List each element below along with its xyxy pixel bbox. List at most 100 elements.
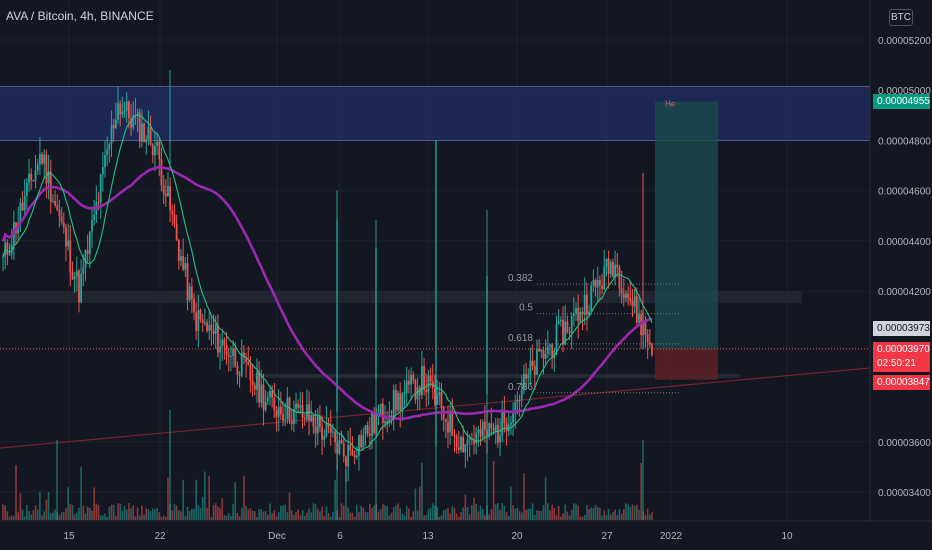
candle-body [314, 426, 317, 434]
volume-bar [99, 515, 102, 520]
volume-bar [557, 506, 560, 520]
volume-bar [62, 511, 65, 520]
candle-body [342, 443, 345, 457]
volume-bar [160, 516, 163, 520]
candle-body [225, 345, 228, 356]
volume-bar [438, 516, 441, 520]
candle-body [138, 112, 141, 142]
volume-bar [273, 510, 276, 520]
volume-bar [238, 516, 241, 520]
candle-body [651, 344, 653, 356]
volume-bar [282, 505, 284, 520]
candle-body [449, 410, 452, 433]
volume-bar [627, 504, 629, 520]
candle-body [473, 440, 475, 444]
time-tick-label: 22 [154, 531, 166, 542]
candle-body [106, 149, 109, 155]
volume-bar [251, 510, 254, 520]
volume-bar [462, 507, 464, 520]
candle-body [544, 353, 547, 359]
volume-bar [112, 504, 115, 520]
volume-bar [607, 508, 610, 520]
candle-body [620, 288, 623, 294]
last-price-badge: 0.00003973 [873, 321, 930, 336]
volume-bar [644, 515, 647, 520]
candle-body [373, 412, 376, 434]
volume-bar [531, 503, 534, 520]
time-tick-label: 10 [781, 531, 793, 542]
volume-bar [232, 503, 234, 520]
volume-bar [193, 508, 195, 520]
candle-body [234, 348, 237, 366]
volume-bar [30, 514, 33, 520]
volume-bar [119, 503, 122, 520]
volume-bar [258, 508, 260, 520]
candle-body [256, 372, 258, 390]
volume-bar [36, 509, 39, 520]
candle-body [594, 280, 597, 288]
candle-body [97, 202, 100, 204]
candle-body [588, 311, 590, 315]
volume-bar [223, 515, 226, 520]
volume-bar [125, 509, 128, 520]
volume-bar [651, 512, 653, 520]
volume-bar [646, 508, 649, 520]
candle-body [232, 348, 234, 357]
price-tick-label: 0.00004600 [878, 187, 931, 198]
candle-body [453, 435, 456, 437]
price-tick-label: 0.00005200 [878, 36, 931, 47]
candle-body [488, 423, 491, 437]
candle-body [56, 205, 59, 210]
volume-bar [345, 468, 347, 520]
volume-bar [588, 509, 590, 520]
candle-body [368, 433, 371, 436]
support-zone [0, 291, 802, 304]
candle-body [288, 397, 291, 421]
candle-body [510, 422, 512, 425]
candle-body [58, 209, 61, 217]
candle-body [145, 139, 148, 143]
candle-body [455, 436, 458, 448]
candle-body [206, 322, 208, 331]
candle-body [401, 394, 404, 410]
volume-bar [243, 476, 245, 520]
volume-bar [280, 505, 282, 520]
candle-body [559, 319, 562, 322]
volume-bar [638, 509, 640, 520]
volume-bar [67, 487, 69, 520]
candle-body [236, 365, 239, 375]
candle-body [646, 334, 649, 343]
candle-body [414, 379, 417, 400]
candle-body [464, 444, 467, 453]
candle-body [312, 414, 315, 427]
candle-body [93, 214, 96, 221]
candle-body [436, 395, 439, 405]
fib-level-label: 0.5 [519, 303, 533, 314]
volume-bar [510, 486, 512, 520]
candle-body [362, 434, 365, 448]
currency-button[interactable]: BTC [889, 9, 913, 26]
volume-bar [164, 516, 167, 520]
volume-bar [264, 510, 267, 520]
candle-body [28, 173, 30, 184]
volume-bar [277, 512, 280, 520]
volume-bar [436, 506, 438, 520]
candle-body [625, 293, 627, 299]
candle-body [447, 422, 449, 433]
volume-bar [303, 515, 306, 520]
volume-bar [555, 515, 558, 520]
candle-body [141, 123, 143, 142]
candle-body [114, 119, 117, 129]
candle-body [440, 391, 443, 408]
candle-body [577, 307, 580, 322]
candle-body [631, 300, 634, 307]
candle-body [316, 415, 319, 434]
volume-bar [84, 513, 87, 520]
volume-bar [249, 508, 252, 520]
candle-body [605, 258, 608, 267]
volume-bar [28, 510, 30, 520]
volume-bar [91, 510, 93, 520]
candle-body [162, 185, 165, 194]
volume-bar [477, 511, 480, 520]
